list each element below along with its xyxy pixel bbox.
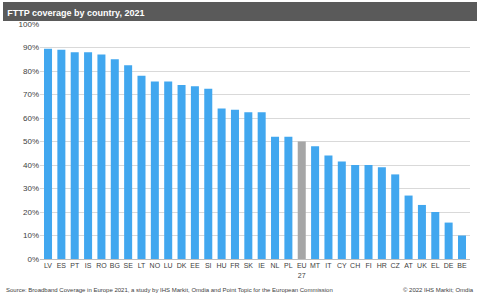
svg-text:30%: 30%: [23, 184, 39, 193]
svg-text:Source: Broadband Coverage in: Source: Broadband Coverage in Europe 202…: [6, 287, 333, 293]
svg-text:BE: BE: [457, 262, 467, 269]
svg-text:SI: SI: [205, 262, 212, 269]
svg-text:PL: PL: [284, 262, 293, 269]
svg-text:IT: IT: [325, 262, 332, 269]
svg-text:70%: 70%: [23, 90, 39, 99]
svg-text:CH: CH: [350, 262, 360, 269]
svg-text:HU: HU: [217, 262, 227, 269]
svg-text:ES: ES: [57, 262, 67, 269]
svg-text:90%: 90%: [23, 43, 39, 52]
svg-text:MT: MT: [310, 262, 321, 269]
svg-text:IE: IE: [258, 262, 265, 269]
svg-text:60%: 60%: [23, 114, 39, 123]
svg-text:CY: CY: [337, 262, 347, 269]
svg-text:20%: 20%: [23, 208, 39, 217]
svg-text:DK: DK: [177, 262, 187, 269]
svg-text:FI: FI: [365, 262, 371, 269]
svg-text:100%: 100%: [19, 20, 39, 29]
svg-text:NO: NO: [150, 262, 161, 269]
svg-text:0%: 0%: [27, 255, 39, 264]
svg-text:BG: BG: [110, 262, 120, 269]
svg-text:RO: RO: [96, 262, 107, 269]
svg-text:CZ: CZ: [391, 262, 401, 269]
svg-text:EE: EE: [190, 262, 200, 269]
svg-text:SE: SE: [123, 262, 133, 269]
svg-text:LV: LV: [44, 262, 52, 269]
svg-text:40%: 40%: [23, 161, 39, 170]
svg-text:FTTP coverage by country, 2021: FTTP coverage by country, 2021: [7, 8, 144, 18]
svg-text:80%: 80%: [23, 67, 39, 76]
svg-text:UK: UK: [417, 262, 427, 269]
svg-text:NL: NL: [271, 262, 280, 269]
svg-text:EL: EL: [431, 262, 440, 269]
svg-text:AT: AT: [404, 262, 413, 269]
svg-text:FR: FR: [230, 262, 239, 269]
svg-text:LT: LT: [138, 262, 146, 269]
svg-text:EU27: EU27: [297, 262, 307, 278]
svg-text:DE: DE: [444, 262, 454, 269]
svg-text:HR: HR: [377, 262, 387, 269]
svg-text:© 2022 IHS Markit; Omdia: © 2022 IHS Markit; Omdia: [403, 287, 474, 293]
svg-text:LU: LU: [164, 262, 173, 269]
svg-text:SK: SK: [244, 262, 254, 269]
svg-text:PT: PT: [70, 262, 80, 269]
svg-text:IS: IS: [85, 262, 92, 269]
svg-text:10%: 10%: [23, 231, 39, 240]
svg-text:50%: 50%: [23, 137, 39, 146]
